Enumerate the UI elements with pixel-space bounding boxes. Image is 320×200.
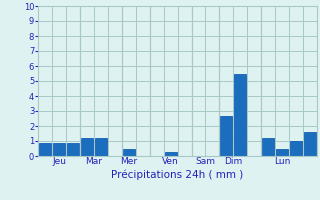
Bar xyxy=(165,152,177,156)
Bar xyxy=(276,148,288,156)
Bar xyxy=(220,116,232,156)
Bar xyxy=(290,141,302,156)
Bar xyxy=(67,142,79,156)
Bar xyxy=(95,138,107,156)
Bar xyxy=(123,148,135,156)
Bar xyxy=(39,142,51,156)
X-axis label: Précipitations 24h ( mm ): Précipitations 24h ( mm ) xyxy=(111,169,244,180)
Bar xyxy=(53,142,65,156)
Bar xyxy=(304,132,316,156)
Bar xyxy=(262,138,274,156)
Bar xyxy=(234,73,246,156)
Bar xyxy=(81,138,93,156)
